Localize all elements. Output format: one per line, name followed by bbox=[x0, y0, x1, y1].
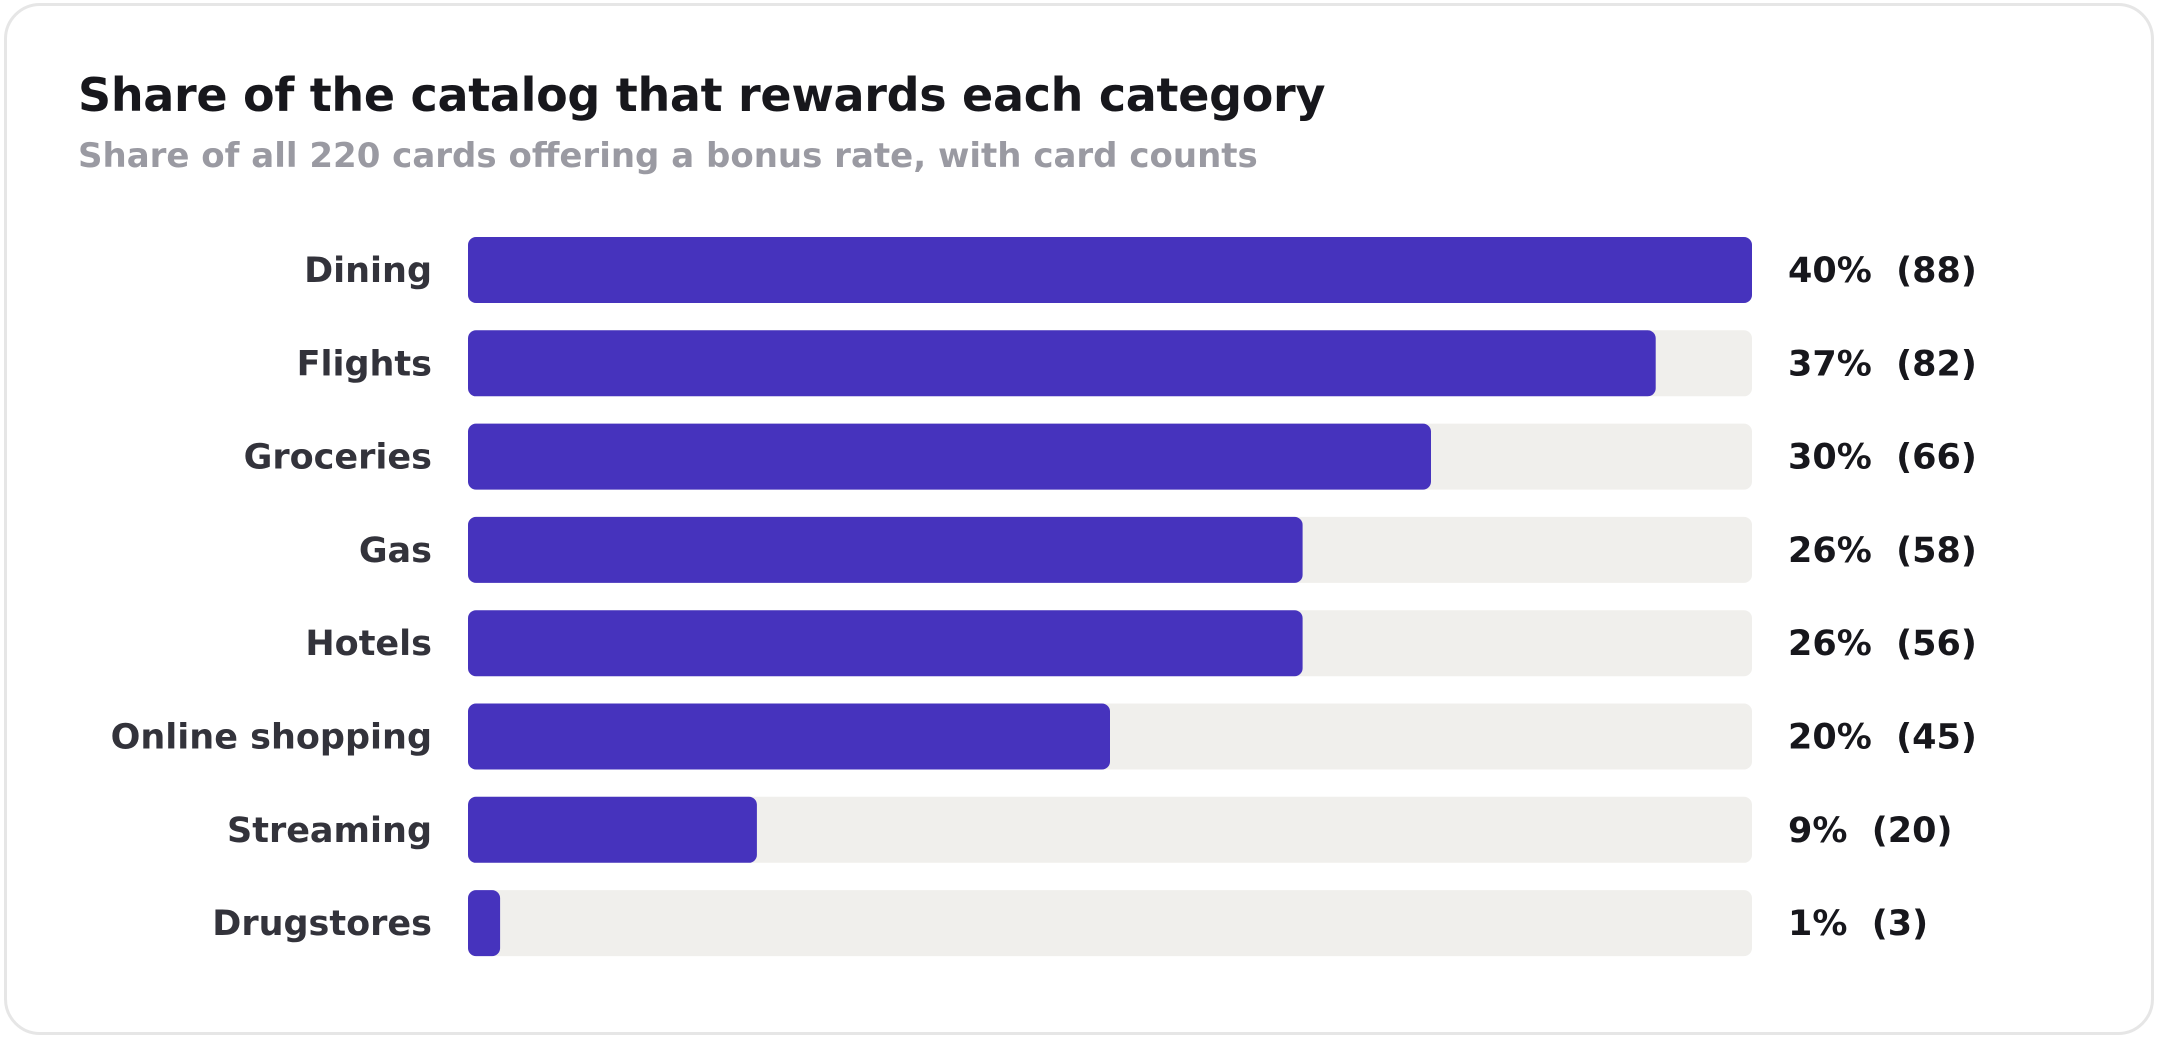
value-label-flights: 37% (82) bbox=[1788, 344, 1977, 384]
bar-row-dining: Dining 40% (88) bbox=[304, 237, 1977, 303]
value-label-online-shopping: 20% (45) bbox=[1788, 718, 1977, 758]
category-label-streaming: Streaming bbox=[227, 811, 432, 851]
bar-dining bbox=[468, 237, 1752, 303]
value-label-streaming: 9% (20) bbox=[1788, 811, 1953, 851]
bar-gas bbox=[468, 516, 1303, 583]
bar-row-groceries: Groceries 30% (66) bbox=[244, 423, 1977, 490]
bar-groceries bbox=[468, 423, 1431, 490]
category-label-hotels: Hotels bbox=[305, 624, 432, 664]
bar-online-shopping bbox=[468, 703, 1110, 770]
bar-flights bbox=[468, 330, 1656, 397]
category-label-dining: Dining bbox=[304, 251, 432, 291]
bar-row-drugstores: Drugstores 1% (3) bbox=[212, 890, 1928, 957]
category-label-gas: Gas bbox=[359, 531, 432, 571]
bar-row-streaming: Streaming 9% (20) bbox=[227, 796, 1953, 863]
bar-track-streaming bbox=[468, 796, 1752, 863]
value-label-drugstores: 1% (3) bbox=[1788, 904, 1928, 944]
chart-subtitle: Share of all 220 cards offering a bonus … bbox=[78, 136, 1258, 176]
chart-title: Share of the catalog that rewards each c… bbox=[78, 68, 1326, 122]
bar-row-flights: Flights 37% (82) bbox=[297, 330, 1977, 397]
value-label-hotels: 26% (56) bbox=[1788, 624, 1977, 664]
bar-row-online-shopping: Online shopping 20% (45) bbox=[111, 703, 1977, 770]
category-label-flights: Flights bbox=[297, 344, 432, 384]
value-label-groceries: 30% (66) bbox=[1788, 438, 1977, 478]
bar-row-gas: Gas 26% (58) bbox=[359, 516, 1977, 583]
bar-hotels bbox=[468, 610, 1303, 677]
bar-streaming bbox=[468, 796, 757, 863]
category-label-online-shopping: Online shopping bbox=[111, 718, 432, 758]
category-label-groceries: Groceries bbox=[244, 438, 432, 478]
category-label-drugstores: Drugstores bbox=[212, 904, 432, 944]
bar-track-drugstores bbox=[468, 890, 1752, 957]
bar-row-hotels: Hotels 26% (56) bbox=[305, 610, 1977, 677]
bar-drugstores bbox=[468, 890, 501, 957]
value-label-dining: 40% (88) bbox=[1788, 251, 1977, 291]
value-label-gas: 26% (58) bbox=[1788, 531, 1977, 571]
